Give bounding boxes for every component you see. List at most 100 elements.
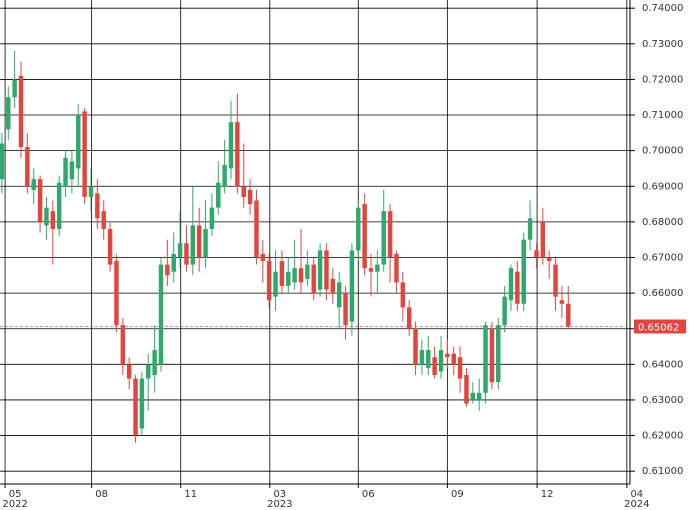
y-tick-label: 0.73000 [642, 39, 683, 50]
candle-body [362, 204, 367, 269]
candle-body [286, 271, 291, 286]
last-price-label: 0.65062 [638, 323, 679, 334]
candle-body [406, 307, 412, 329]
candle-body [502, 296, 507, 326]
candle-body [152, 350, 157, 376]
x-tick-label: 04 [630, 489, 643, 500]
candle-body [400, 282, 406, 308]
candle-body [343, 293, 348, 326]
y-tick-label: 0.70000 [642, 146, 683, 157]
x-tick-label: 03 [273, 489, 286, 500]
candle-body [95, 193, 100, 219]
y-tick-label: 0.61000 [642, 466, 683, 477]
candle-body [311, 264, 316, 294]
candle-body [44, 207, 49, 226]
y-tick-label: 0.67000 [642, 252, 683, 263]
candle-body [56, 182, 62, 230]
candle-body [559, 300, 565, 304]
y-tick-label: 0.66000 [642, 288, 683, 299]
candle-body [18, 75, 24, 148]
candle-body [298, 268, 304, 283]
candle-body [445, 353, 450, 358]
y-tick-label: 0.63000 [642, 395, 683, 406]
candle-body [394, 253, 399, 283]
candle-body [82, 111, 87, 197]
candle-body [451, 353, 456, 365]
candle-body [336, 282, 342, 308]
candle-body [190, 225, 196, 265]
candle-body [177, 243, 183, 258]
candle-body [247, 189, 253, 205]
candle-body [101, 211, 106, 230]
x-tick-label: 06 [362, 489, 375, 500]
x-tick-label: 12 [541, 489, 554, 500]
x-tick-label: 09 [451, 489, 464, 500]
candle-body [438, 350, 444, 372]
candle-body [515, 271, 520, 304]
y-tick-label: 0.74000 [642, 3, 683, 14]
candle-body [126, 364, 132, 379]
candle-body [387, 211, 393, 258]
candle-body [139, 378, 145, 429]
candle-body [349, 250, 355, 322]
candle-body [553, 264, 558, 297]
candle-body [413, 328, 418, 365]
y-tick-label: 0.68000 [642, 217, 683, 228]
candle-body [381, 211, 386, 265]
y-tick-label: 0.72000 [642, 74, 683, 85]
candle-body [476, 392, 482, 400]
candle-body [146, 364, 151, 379]
candle-body [330, 278, 336, 294]
candle-body [470, 392, 476, 400]
candle-body [534, 250, 539, 258]
candle-body [0, 143, 5, 180]
candle-body [496, 325, 501, 383]
candle-body [12, 79, 17, 98]
candle-body [527, 218, 533, 240]
candle-body [273, 271, 278, 297]
candle-body [508, 268, 514, 301]
candle-body [50, 211, 56, 230]
year-label: 2023 [267, 499, 292, 510]
candle-body [120, 325, 126, 365]
candle-body [317, 250, 323, 290]
y-tick-label: 0.62000 [642, 431, 683, 442]
candle-body [37, 179, 43, 222]
candle-body [254, 200, 259, 258]
candle-body [6, 97, 11, 130]
y-tick-label: 0.69000 [642, 181, 683, 192]
candle-body [419, 350, 425, 365]
candle-body [457, 357, 463, 379]
candle-body [432, 357, 437, 376]
candle-body [324, 250, 329, 290]
candle-body [133, 378, 138, 436]
candle-body [375, 264, 380, 272]
candle-body [158, 264, 164, 365]
x-tick-label: 08 [95, 489, 108, 500]
candle-body [228, 122, 234, 169]
candle-body [165, 264, 170, 276]
candle-body [235, 122, 240, 187]
x-tick-label: 11 [184, 489, 197, 500]
candle-body [305, 264, 310, 279]
x-tick-label: 05 [9, 489, 22, 500]
candle-body [209, 207, 215, 230]
y-tick-label: 0.71000 [642, 110, 683, 121]
candle-body [63, 157, 68, 187]
candle-body [279, 261, 285, 286]
candle-body [107, 229, 113, 265]
candle-body [241, 186, 246, 197]
candle-body [88, 186, 94, 197]
candle-body [540, 221, 546, 258]
candle-body [69, 161, 75, 180]
candle-body [489, 328, 495, 383]
candle-body [25, 147, 30, 187]
candle-body [171, 253, 176, 272]
candle-body [266, 261, 272, 301]
last-price-box [634, 319, 686, 334]
year-label: 2022 [2, 499, 27, 510]
candle-body [222, 164, 227, 187]
candle-body [521, 239, 526, 304]
